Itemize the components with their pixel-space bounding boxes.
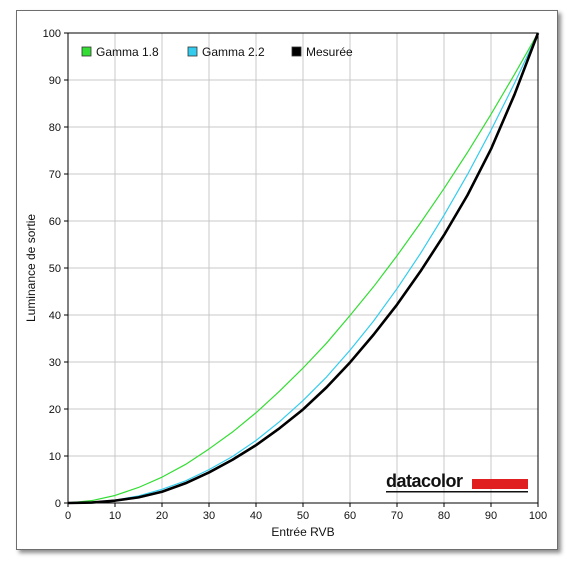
legend-swatch-mesur-e xyxy=(291,46,302,57)
x-tick-label: 50 xyxy=(297,510,309,522)
y-tick-label: 20 xyxy=(49,404,61,416)
x-tick-label: 20 xyxy=(156,510,168,522)
y-tick-label: 60 xyxy=(49,216,61,228)
legend-label-mesur-e: Mesurée xyxy=(306,45,353,59)
legend-label-gamma-1-8: Gamma 1.8 xyxy=(96,45,159,59)
x-tick-label: 40 xyxy=(250,510,262,522)
x-tick-label: 60 xyxy=(344,510,356,522)
grid xyxy=(68,33,538,503)
x-tick-label: 100 xyxy=(529,510,547,522)
datacolor-logo-bar xyxy=(472,479,528,489)
datacolor-logo-underline xyxy=(386,491,528,493)
x-tick-label: 90 xyxy=(485,510,497,522)
legend-swatch-gamma-1-8 xyxy=(81,46,92,57)
chart-frame: 0 10 20 30 40 50 60 70 80 90 100 0 10 20 30 40 50 60 70 80… xyxy=(16,10,558,550)
y-tick-label: 30 xyxy=(49,357,61,369)
x-axis-ticks: 0 10 20 30 40 50 60 70 80 90 100 xyxy=(65,503,547,522)
legend-label-gamma-2-2: Gamma 2.2 xyxy=(202,45,265,59)
x-tick-label: 30 xyxy=(203,510,215,522)
x-tick-label: 80 xyxy=(438,510,450,522)
y-tick-label: 10 xyxy=(49,451,61,463)
series-lines xyxy=(67,32,540,505)
y-tick-label: 50 xyxy=(49,263,61,275)
series-line-gamma-2-2 xyxy=(67,32,539,504)
datacolor-logo: datacolor xyxy=(386,471,528,493)
series-line-mesur-e xyxy=(67,32,540,505)
legend-swatch-gamma-2-2 xyxy=(187,46,198,57)
gamma-chart: 0 10 20 30 40 50 60 70 80 90 100 0 10 20 30 40 50 60 70 80… xyxy=(24,28,547,539)
datacolor-logo-text: datacolor xyxy=(386,471,463,491)
x-tick-label: 70 xyxy=(391,510,403,522)
x-tick-label: 0 xyxy=(65,510,71,522)
y-tick-label: 40 xyxy=(49,310,61,322)
y-tick-label: 0 xyxy=(55,498,61,510)
y-axis-label: Luminance de sortie xyxy=(24,214,38,322)
y-axis-ticks: 0 10 20 30 40 50 60 70 80 90 100 xyxy=(43,28,68,510)
y-tick-label: 80 xyxy=(49,122,61,134)
legend: Gamma 1.8 Gamma 2.2 Mesurée xyxy=(81,45,353,59)
series-line-gamma-1-8 xyxy=(67,32,539,504)
x-axis-label: Entrée RVB xyxy=(271,525,334,539)
y-tick-label: 100 xyxy=(43,28,61,40)
y-tick-label: 70 xyxy=(49,169,61,181)
x-tick-label: 10 xyxy=(109,510,121,522)
y-tick-label: 90 xyxy=(49,75,61,87)
